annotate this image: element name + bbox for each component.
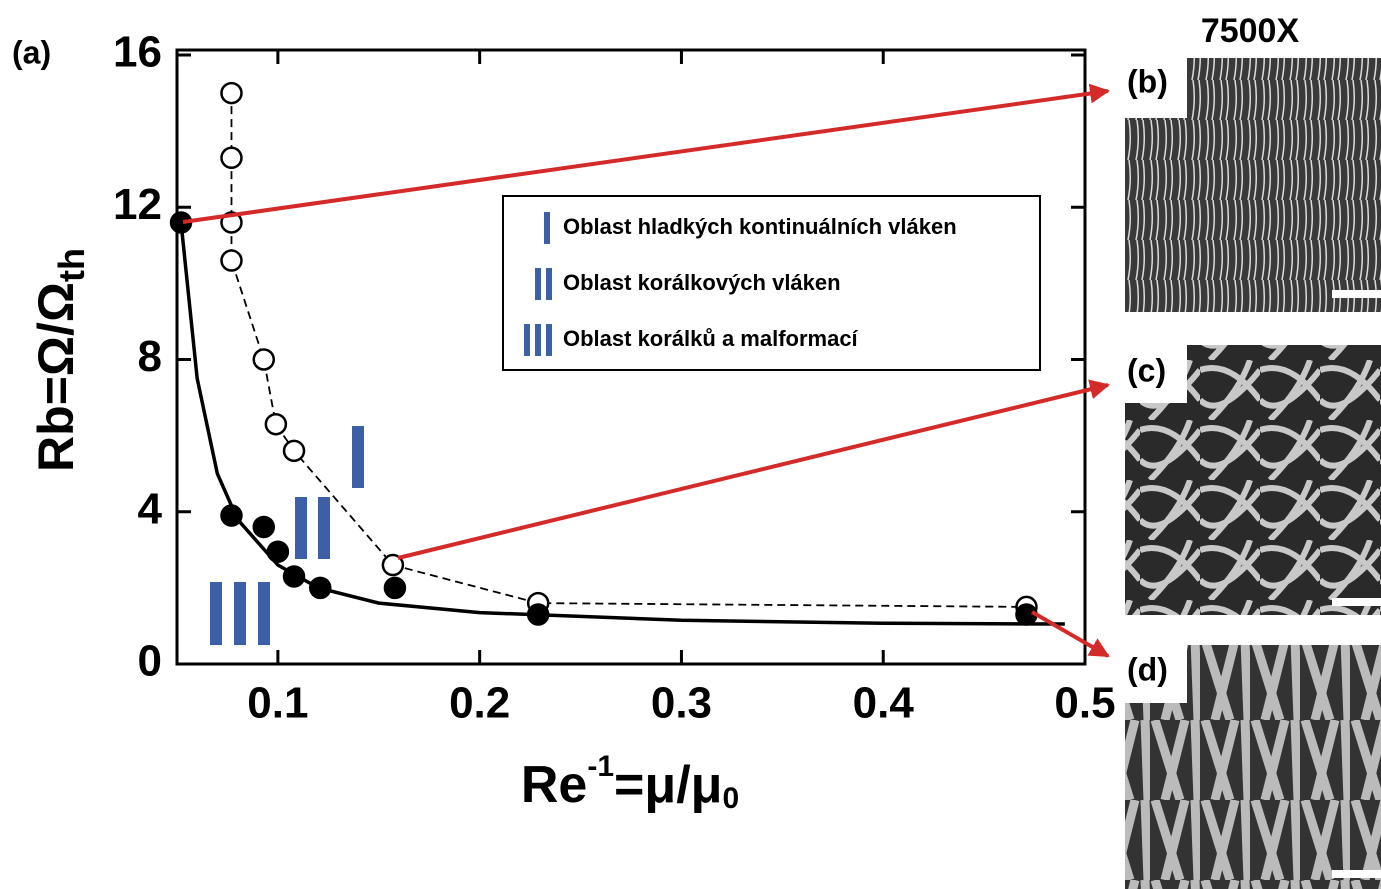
x-axis-label-part: =μ/μ	[614, 756, 722, 814]
y-axis-label: Rb=Ω/Ωth	[28, 248, 91, 472]
data-point	[385, 578, 405, 598]
region-marker	[210, 582, 222, 645]
legend-symbol	[524, 324, 530, 356]
scale-bar	[1332, 870, 1381, 878]
legend-symbol	[546, 268, 552, 300]
legend-label: Oblast korálků a malformací	[563, 326, 859, 351]
panel-label: (a)	[12, 34, 51, 70]
panel-label: (c)	[1127, 352, 1166, 388]
x-tick-label: 0.3	[651, 679, 712, 728]
data-point	[254, 517, 274, 537]
x-axis-label-part: 0	[722, 782, 739, 815]
scale-bar	[1332, 290, 1381, 298]
region-marker	[295, 497, 307, 559]
y-tick-label: 4	[138, 484, 163, 533]
legend-symbol	[546, 324, 552, 356]
y-axis-label-main: Rb=Ω/Ω	[28, 282, 84, 472]
magnification: 7500X	[1201, 12, 1300, 50]
panel-label: (d)	[1127, 651, 1168, 687]
data-point	[266, 414, 286, 434]
data-point	[284, 441, 304, 461]
x-axis-label: Re-1=μ/μ0	[521, 750, 739, 815]
data-point	[221, 148, 241, 168]
x-axis-label-part: Re	[521, 756, 587, 814]
region-marker	[352, 426, 364, 488]
x-tick-label: 0.2	[449, 679, 510, 728]
region-marker	[258, 582, 270, 645]
legend-symbol	[544, 212, 550, 244]
arrow	[398, 385, 1108, 558]
data-point	[254, 350, 274, 370]
x-tick-label: 0.1	[247, 679, 308, 728]
region-marker	[318, 497, 330, 559]
x-tick-label: 0.4	[853, 679, 915, 728]
x-tick-label: 0.5	[1054, 679, 1115, 728]
panel-label: (b)	[1127, 63, 1168, 99]
scale-bar	[1332, 598, 1381, 606]
y-tick-label: 8	[138, 332, 162, 381]
data-point	[221, 83, 241, 103]
y-tick-label: 16	[113, 28, 162, 77]
region-marker	[234, 582, 246, 645]
page: (a) 7500X (b) (c) (d) 0 4 8 12 16 0.1 0.2 0.3 0.…	[0, 0, 1381, 889]
y-tick-label: 0	[138, 637, 162, 686]
x-axis-label-part: -1	[587, 750, 614, 783]
figure: (a) 7500X (b) (c) (d) 0 4 8 12 16 0.1 0.2 0.3 0.…	[0, 0, 1381, 889]
data-point	[221, 251, 241, 271]
legend-label: Oblast korálkových vláken	[563, 270, 841, 295]
y-tick-label: 12	[113, 180, 162, 229]
legend-symbol	[535, 268, 541, 300]
arrow	[1032, 612, 1108, 656]
legend-symbol	[535, 324, 541, 356]
y-axis-label-sub: th	[51, 248, 92, 282]
legend-label: Oblast hladkých kontinuálních vláken	[563, 214, 957, 239]
